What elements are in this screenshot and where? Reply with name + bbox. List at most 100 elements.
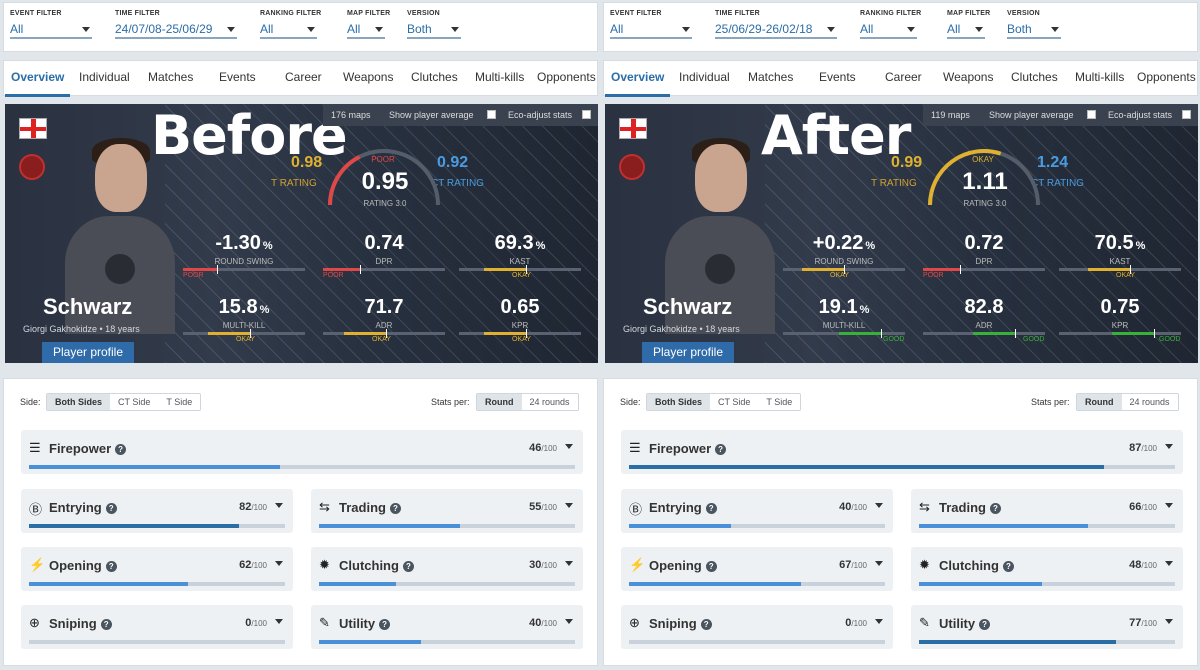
side-selector[interactable]: Both Sides CT Side T Side bbox=[646, 393, 802, 411]
filter-4[interactable]: VERSION Both bbox=[1007, 10, 1061, 39]
per-option[interactable]: 24 rounds bbox=[1129, 397, 1170, 407]
help-icon[interactable]: ? bbox=[379, 619, 391, 630]
filter-select[interactable]: All bbox=[860, 22, 917, 39]
filter-select[interactable]: Both bbox=[1007, 22, 1061, 39]
filter-select[interactable]: Both bbox=[407, 22, 461, 39]
filter-2[interactable]: RANKING FILTER All bbox=[260, 10, 321, 39]
side-option[interactable]: Both Sides bbox=[47, 394, 111, 410]
tab-career[interactable]: Career bbox=[285, 70, 322, 84]
help-icon[interactable]: ? bbox=[402, 561, 414, 572]
tab-career[interactable]: Career bbox=[885, 70, 922, 84]
tab-events[interactable]: Events bbox=[219, 70, 256, 84]
tab-matches[interactable]: Matches bbox=[748, 70, 794, 84]
role-card-opening[interactable]: ⚡ Opening? 62/100 bbox=[21, 547, 293, 591]
help-icon[interactable]: ? bbox=[705, 503, 717, 514]
tab-overview[interactable]: Overview bbox=[4, 70, 71, 97]
chevron-down-icon[interactable] bbox=[275, 619, 283, 624]
tab-weapons[interactable]: Weapons bbox=[943, 70, 994, 84]
help-icon[interactable]: ? bbox=[105, 503, 117, 514]
eco-adjust-checkbox[interactable] bbox=[582, 110, 591, 119]
show-average-checkbox[interactable] bbox=[1087, 110, 1096, 119]
role-card-trading[interactable]: ⇆ Trading? 66/100 bbox=[911, 489, 1183, 533]
side-option[interactable]: CT Side bbox=[118, 397, 151, 407]
role-card-firepower[interactable]: ☰ Firepower? 46/100 bbox=[21, 430, 583, 474]
filter-3[interactable]: MAP FILTER All bbox=[947, 10, 990, 39]
side-selector[interactable]: Both Sides CT Side T Side bbox=[46, 393, 202, 411]
per-option[interactable]: Round bbox=[1077, 394, 1122, 410]
tab-multikills[interactable]: Multi-kills bbox=[1075, 70, 1125, 84]
filter-select[interactable]: All bbox=[347, 22, 385, 39]
chevron-down-icon[interactable] bbox=[1165, 619, 1173, 624]
chevron-down-icon[interactable] bbox=[1165, 444, 1173, 449]
role-card-clutching[interactable]: ✹ Clutching? 48/100 bbox=[911, 547, 1183, 591]
tab-events[interactable]: Events bbox=[819, 70, 856, 84]
chevron-down-icon[interactable] bbox=[875, 503, 883, 508]
chevron-down-icon[interactable] bbox=[875, 561, 883, 566]
chevron-down-icon[interactable] bbox=[565, 444, 573, 449]
filter-select[interactable]: 25/06/29-26/02/18 bbox=[715, 22, 837, 39]
chevron-down-icon[interactable] bbox=[1165, 561, 1173, 566]
role-card-utility[interactable]: ✎ Utility? 40/100 bbox=[311, 605, 583, 649]
tab-multikills[interactable]: Multi-kills bbox=[475, 70, 525, 84]
filter-select[interactable]: All bbox=[10, 22, 92, 39]
tab-clutches[interactable]: Clutches bbox=[411, 70, 458, 84]
help-icon[interactable]: ? bbox=[389, 503, 401, 514]
side-option[interactable]: T Side bbox=[766, 397, 793, 407]
player-profile-button[interactable]: Player profile bbox=[42, 342, 134, 363]
filter-select[interactable]: All bbox=[260, 22, 317, 39]
side-option[interactable]: CT Side bbox=[718, 397, 751, 407]
filter-1[interactable]: TIME FILTER 24/07/08-25/06/29 bbox=[115, 10, 237, 39]
role-card-entrying[interactable]: Ⓑ Entrying? 40/100 bbox=[621, 489, 893, 533]
side-option[interactable]: T Side bbox=[166, 397, 193, 407]
eco-adjust-checkbox[interactable] bbox=[1182, 110, 1191, 119]
role-card-utility[interactable]: ✎ Utility? 77/100 bbox=[911, 605, 1183, 649]
tab-overview[interactable]: Overview bbox=[604, 70, 671, 97]
chevron-down-icon[interactable] bbox=[565, 619, 573, 624]
role-card-sniping[interactable]: ⊕ Sniping? 0/100 bbox=[21, 605, 293, 649]
help-icon[interactable]: ? bbox=[700, 619, 712, 630]
help-icon[interactable]: ? bbox=[1002, 561, 1014, 572]
tab-opponents[interactable]: Opponents bbox=[1137, 70, 1196, 84]
filter-0[interactable]: EVENT FILTER All bbox=[10, 10, 92, 39]
help-icon[interactable]: ? bbox=[115, 444, 127, 455]
tab-opponents[interactable]: Opponents bbox=[537, 70, 596, 84]
chevron-down-icon[interactable] bbox=[565, 503, 573, 508]
help-icon[interactable]: ? bbox=[105, 561, 117, 572]
filter-1[interactable]: TIME FILTER 25/06/29-26/02/18 bbox=[715, 10, 837, 39]
chevron-down-icon[interactable] bbox=[875, 619, 883, 624]
filter-0[interactable]: EVENT FILTER All bbox=[610, 10, 692, 39]
filter-4[interactable]: VERSION Both bbox=[407, 10, 461, 39]
per-option[interactable]: 24 rounds bbox=[529, 397, 570, 407]
filter-2[interactable]: RANKING FILTER All bbox=[860, 10, 921, 39]
filter-3[interactable]: MAP FILTER All bbox=[347, 10, 390, 39]
tab-clutches[interactable]: Clutches bbox=[1011, 70, 1058, 84]
chevron-down-icon[interactable] bbox=[275, 561, 283, 566]
help-icon[interactable]: ? bbox=[100, 619, 112, 630]
stats-per-selector[interactable]: Round 24 rounds bbox=[476, 393, 579, 411]
chevron-down-icon[interactable] bbox=[275, 503, 283, 508]
chevron-down-icon[interactable] bbox=[565, 561, 573, 566]
role-card-opening[interactable]: ⚡ Opening? 67/100 bbox=[621, 547, 893, 591]
show-average-checkbox[interactable] bbox=[487, 110, 496, 119]
player-profile-button[interactable]: Player profile bbox=[642, 342, 734, 363]
role-card-firepower[interactable]: ☰ Firepower? 87/100 bbox=[621, 430, 1183, 474]
role-card-entrying[interactable]: Ⓑ Entrying? 82/100 bbox=[21, 489, 293, 533]
side-option[interactable]: Both Sides bbox=[647, 394, 711, 410]
help-icon[interactable]: ? bbox=[705, 561, 717, 572]
tab-individual[interactable]: Individual bbox=[79, 70, 130, 84]
per-option[interactable]: Round bbox=[477, 394, 522, 410]
help-icon[interactable]: ? bbox=[715, 444, 727, 455]
tab-matches[interactable]: Matches bbox=[148, 70, 194, 84]
filter-select[interactable]: All bbox=[610, 22, 692, 39]
stats-per-selector[interactable]: Round 24 rounds bbox=[1076, 393, 1179, 411]
role-card-trading[interactable]: ⇆ Trading? 55/100 bbox=[311, 489, 583, 533]
role-card-clutching[interactable]: ✹ Clutching? 30/100 bbox=[311, 547, 583, 591]
help-icon[interactable]: ? bbox=[979, 619, 991, 630]
role-card-sniping[interactable]: ⊕ Sniping? 0/100 bbox=[621, 605, 893, 649]
tab-weapons[interactable]: Weapons bbox=[343, 70, 394, 84]
filter-select[interactable]: All bbox=[947, 22, 985, 39]
chevron-down-icon[interactable] bbox=[1165, 503, 1173, 508]
help-icon[interactable]: ? bbox=[989, 503, 1001, 514]
tab-individual[interactable]: Individual bbox=[679, 70, 730, 84]
filter-select[interactable]: 24/07/08-25/06/29 bbox=[115, 22, 237, 39]
